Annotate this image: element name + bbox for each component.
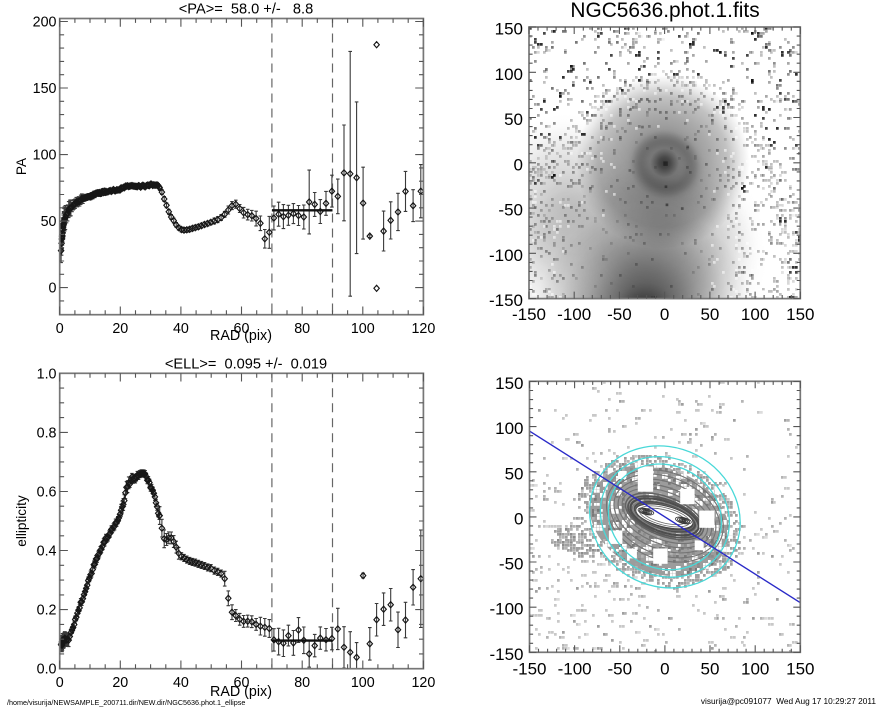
svg-text:NGC5636.phot.1.fits: NGC5636.phot.1.fits xyxy=(570,0,759,22)
svg-text:-100: -100 xyxy=(557,305,591,324)
svg-text:PA: PA xyxy=(14,157,29,175)
svg-text:-150: -150 xyxy=(512,660,546,679)
svg-text:60: 60 xyxy=(234,321,250,337)
svg-text:0.4: 0.4 xyxy=(37,544,57,560)
svg-text:-50: -50 xyxy=(499,555,524,574)
svg-text:1.0: 1.0 xyxy=(37,366,57,382)
svg-text:100: 100 xyxy=(495,419,523,438)
svg-text:0: 0 xyxy=(514,155,523,174)
svg-text:150: 150 xyxy=(786,305,814,324)
svg-text:150: 150 xyxy=(33,81,57,97)
svg-text:20: 20 xyxy=(112,321,128,337)
svg-text:100: 100 xyxy=(495,65,523,84)
svg-text:40: 40 xyxy=(173,675,189,691)
svg-text:100: 100 xyxy=(741,305,769,324)
svg-text:0: 0 xyxy=(514,509,523,528)
svg-text:150: 150 xyxy=(786,660,814,679)
svg-text:visurija@pc091077 Wed Aug 17: visurija@pc091077 Wed Aug 17 10:29:27 20… xyxy=(701,696,876,706)
svg-text:0.2: 0.2 xyxy=(37,603,57,619)
svg-text:0.6: 0.6 xyxy=(37,485,57,501)
svg-text:-100: -100 xyxy=(558,660,592,679)
svg-text:100: 100 xyxy=(351,321,375,337)
svg-text:RAD (pix): RAD (pix) xyxy=(210,684,272,700)
svg-text:50: 50 xyxy=(700,305,719,324)
svg-text:-150: -150 xyxy=(489,291,523,310)
svg-text:80: 80 xyxy=(294,321,310,337)
svg-text:0: 0 xyxy=(660,305,669,324)
svg-text:-50: -50 xyxy=(608,660,633,679)
svg-text:50: 50 xyxy=(701,660,720,679)
svg-text:150: 150 xyxy=(495,374,523,393)
svg-text:<PA>= 58.0 +/- 8.8: <PA>= 58.0 +/- 8.8 xyxy=(179,2,313,18)
svg-text:120: 120 xyxy=(411,675,435,691)
svg-text:ellipticity: ellipticity xyxy=(14,495,29,547)
svg-text:40: 40 xyxy=(173,321,189,337)
svg-text:0: 0 xyxy=(49,281,57,297)
svg-text:60: 60 xyxy=(234,675,250,691)
svg-text:-150: -150 xyxy=(489,645,523,664)
svg-text:-100: -100 xyxy=(489,246,523,265)
svg-text:0: 0 xyxy=(56,321,64,337)
svg-text:-50: -50 xyxy=(607,305,632,324)
svg-text:-50: -50 xyxy=(498,201,523,220)
svg-text:-100: -100 xyxy=(489,600,523,619)
svg-text:100: 100 xyxy=(33,148,57,164)
svg-text:RAD (pix): RAD (pix) xyxy=(210,328,272,344)
svg-text:<ELL>= 0.095 +/- 0.019: <ELL>= 0.095 +/- 0.019 xyxy=(165,357,327,373)
svg-text:150: 150 xyxy=(495,20,523,39)
svg-text:80: 80 xyxy=(294,675,310,691)
svg-text:/home/visurija/NEWSAMPLE_20071: /home/visurija/NEWSAMPLE_200711.dir/NEW.… xyxy=(7,698,245,707)
svg-text:20: 20 xyxy=(112,675,128,691)
svg-text:50: 50 xyxy=(41,214,57,230)
svg-text:50: 50 xyxy=(505,464,524,483)
svg-text:0: 0 xyxy=(56,675,64,691)
svg-text:100: 100 xyxy=(351,675,375,691)
svg-text:0: 0 xyxy=(660,660,669,679)
svg-text:-150: -150 xyxy=(512,305,546,324)
svg-text:0.0: 0.0 xyxy=(37,662,57,678)
svg-text:120: 120 xyxy=(411,321,435,337)
svg-text:100: 100 xyxy=(741,660,769,679)
svg-text:0.8: 0.8 xyxy=(37,425,57,441)
svg-text:50: 50 xyxy=(504,110,523,129)
svg-text:200: 200 xyxy=(33,15,57,31)
